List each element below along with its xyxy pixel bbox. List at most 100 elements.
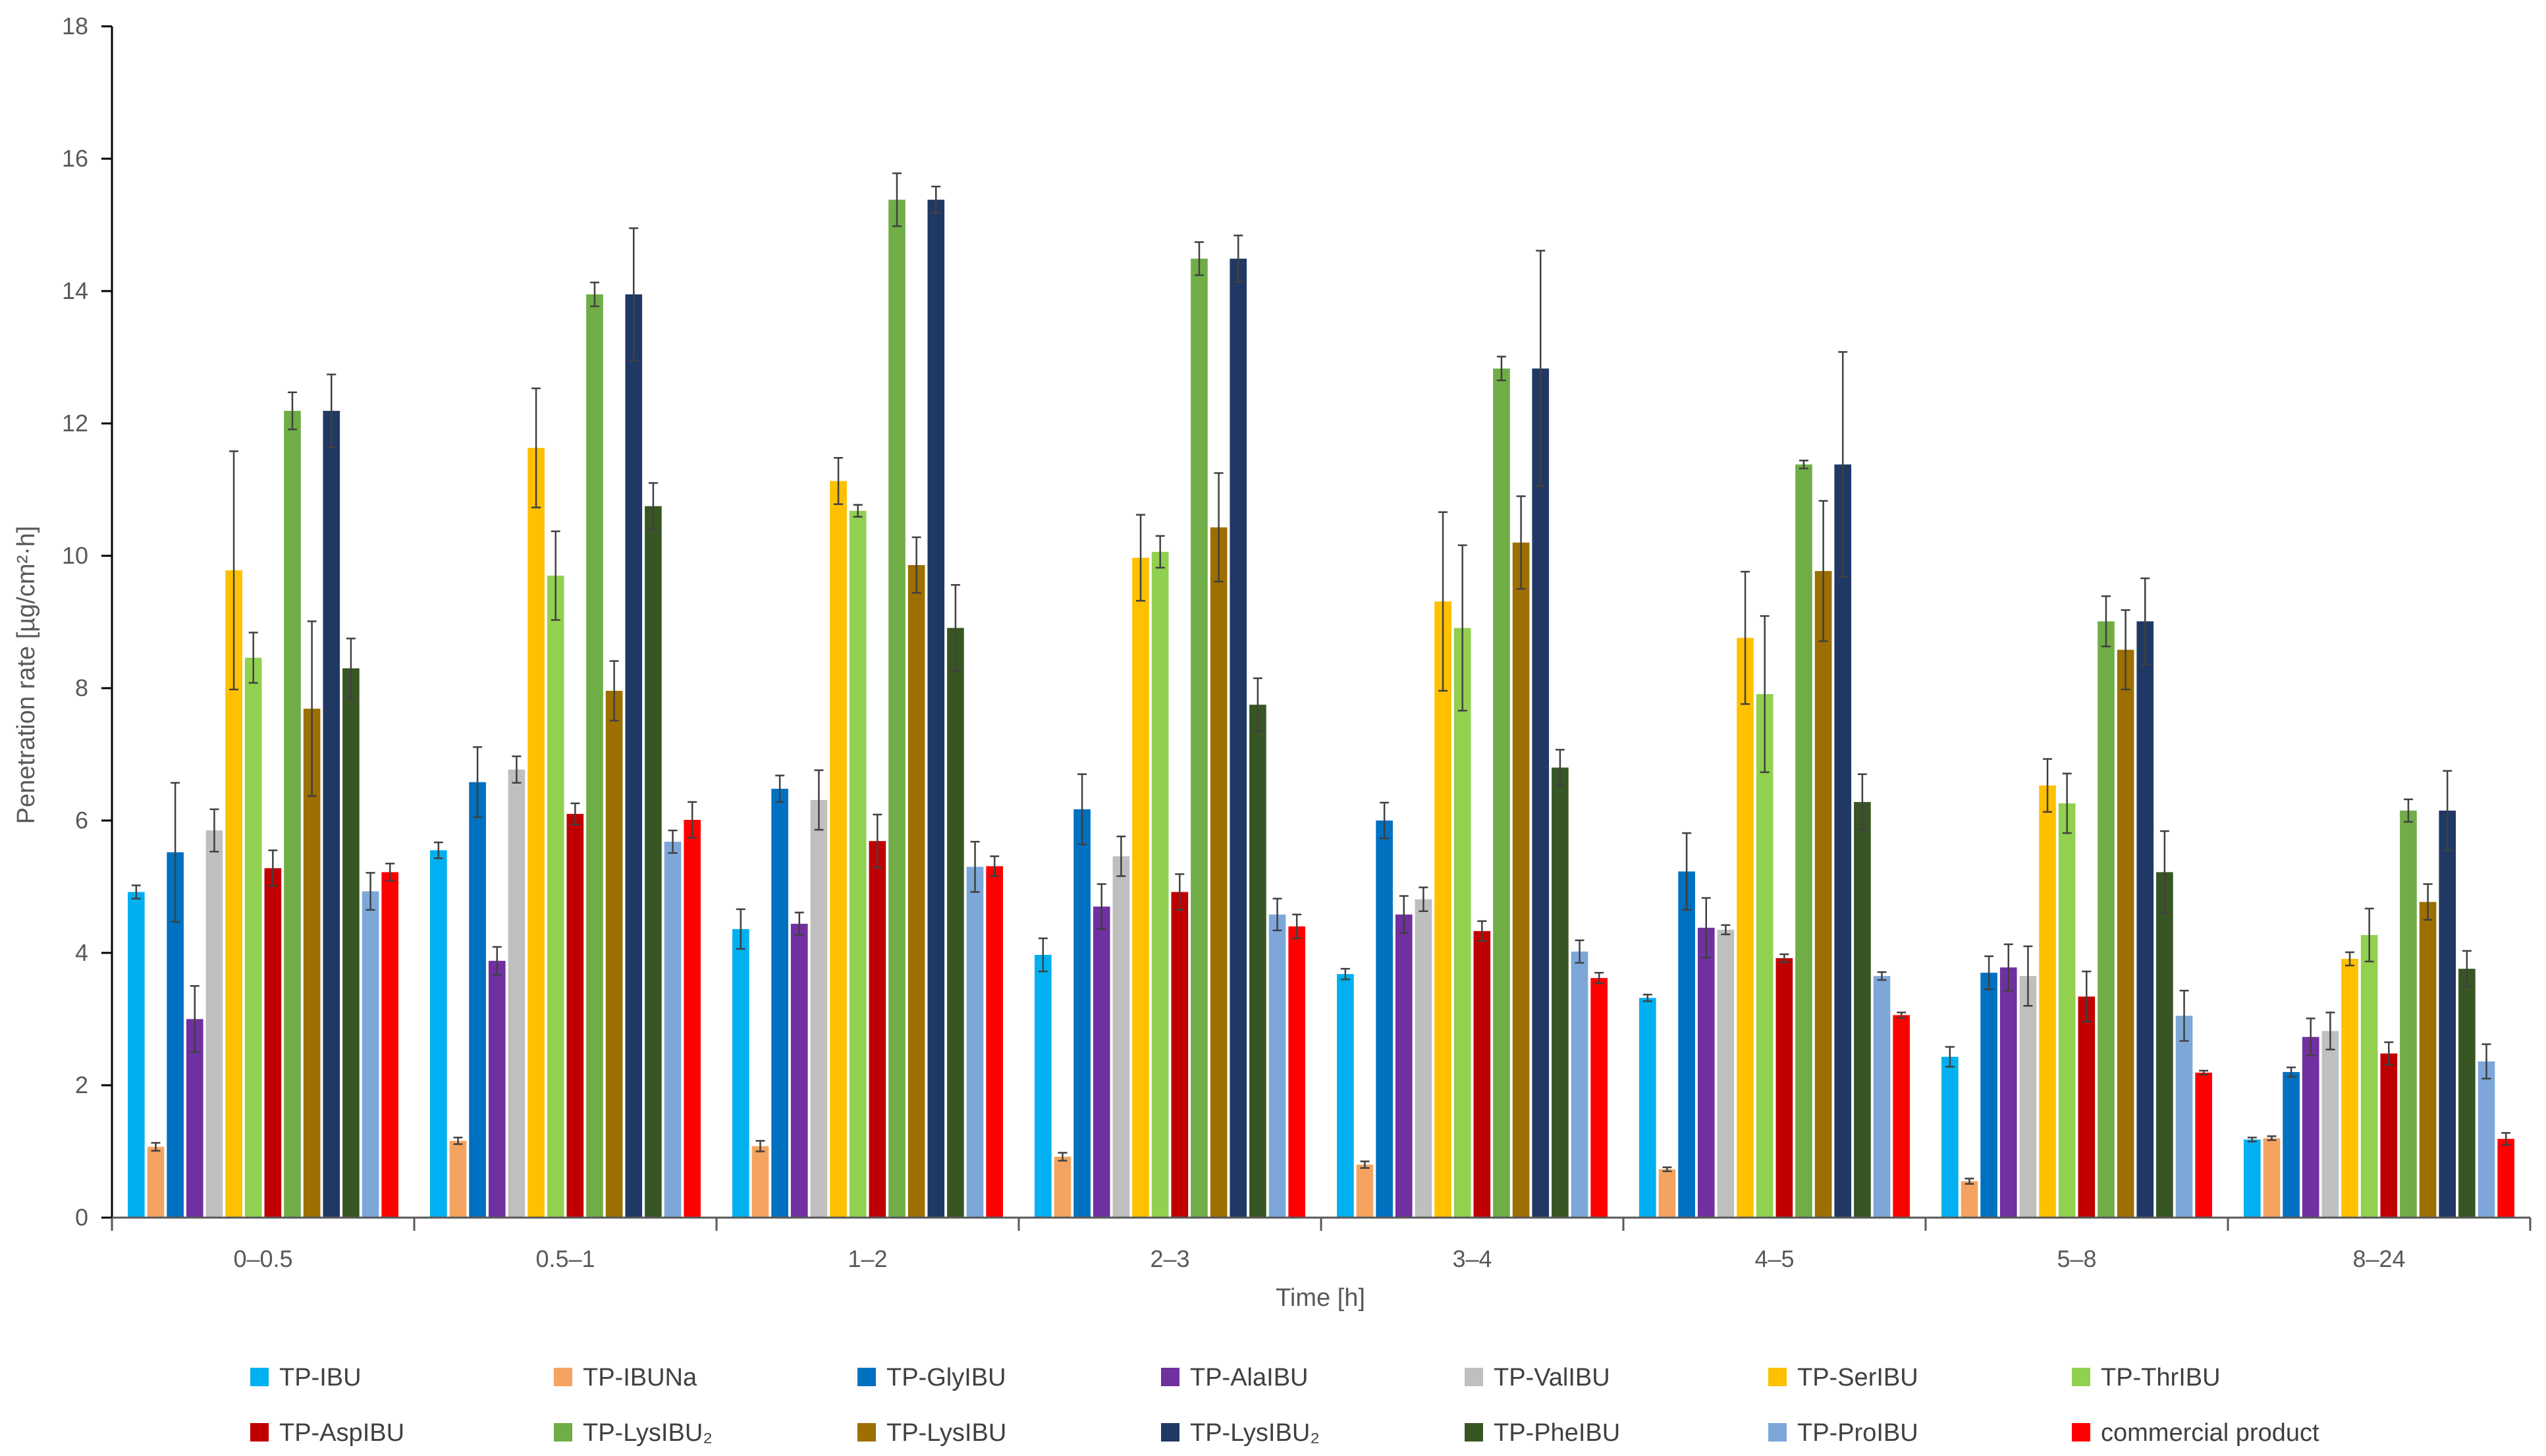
error-bar — [1516, 495, 1526, 590]
error-bar — [892, 172, 902, 227]
bar — [1814, 571, 1832, 1218]
legend-label: TP-LysIBU₂ — [583, 1419, 713, 1447]
bar — [1493, 368, 1510, 1218]
bar — [1775, 958, 1793, 1218]
error-bar — [2481, 1043, 2491, 1080]
bar — [1737, 637, 1754, 1218]
bar — [147, 1146, 165, 1218]
error-bar — [1077, 773, 1087, 846]
error-bar — [2023, 945, 2033, 1007]
error-bar — [151, 1142, 161, 1152]
error-bar — [1536, 250, 1546, 487]
error-bar — [1741, 570, 1750, 705]
bar — [2039, 785, 2056, 1218]
bar — [508, 769, 526, 1218]
bar — [1532, 368, 1550, 1218]
error-bar — [648, 482, 658, 531]
error-bar — [688, 801, 697, 839]
error-bar — [248, 632, 258, 684]
legend-item: TP-GlyIBU — [857, 1364, 1006, 1391]
bar — [449, 1141, 467, 1218]
error-bar — [1477, 920, 1487, 942]
bar — [1999, 967, 2017, 1218]
bar — [1171, 892, 1189, 1218]
error-bar — [229, 450, 239, 691]
legend-label: TP-ThrIBU — [2101, 1364, 2221, 1391]
error-bars-layer — [131, 172, 2511, 1185]
error-bar — [1438, 511, 1448, 692]
y-tick-label: 10 — [62, 542, 88, 569]
bar — [2263, 1138, 2281, 1218]
bar — [2117, 649, 2134, 1218]
error-bar — [1877, 971, 1887, 981]
error-bar — [1360, 1160, 1370, 1169]
y-axis-title: Penetration rate [µg/cm²·h] — [13, 526, 40, 824]
legend-item: TP-AlaIBU — [1161, 1364, 1308, 1391]
error-bar — [1721, 924, 1731, 936]
error-bar — [2082, 970, 2092, 1023]
x-tick-label: 2–3 — [1150, 1245, 1189, 1272]
bar — [1961, 1181, 1978, 1218]
error-bar — [473, 746, 483, 819]
error-bar — [1194, 241, 1204, 277]
legend-item: TP-IBU — [250, 1364, 362, 1391]
error-bar — [736, 908, 745, 950]
error-bar — [327, 373, 337, 448]
error-bar — [1136, 514, 1146, 602]
error-bar — [2101, 595, 2111, 647]
error-bar — [589, 281, 599, 308]
error-bar — [2247, 1137, 2257, 1143]
error-bar — [990, 855, 1000, 877]
x-tick-label: 1–2 — [848, 1245, 887, 1272]
bar — [645, 506, 662, 1218]
bar — [2419, 902, 2437, 1218]
bar — [907, 565, 925, 1218]
bar — [1035, 955, 1052, 1218]
error-bar — [1555, 749, 1565, 786]
legend-label: TP-PheIBU — [1494, 1419, 1620, 1447]
bar — [2098, 621, 2115, 1218]
error-bar — [1662, 1166, 1672, 1172]
bar — [605, 691, 623, 1218]
error-bar — [1897, 1011, 1907, 1019]
bar — [430, 850, 447, 1218]
bar — [1288, 926, 1305, 1218]
legend: TP-IBU TP-IBUNa TP-GlyIBU TP-AlaIBU TP-ValIB… — [250, 1364, 2319, 1447]
bar — [1376, 821, 1393, 1218]
legend-item: TP-ValIBU — [1465, 1364, 1610, 1391]
y-tick-label: 14 — [62, 277, 88, 304]
bar — [362, 891, 379, 1218]
error-bar — [1097, 883, 1106, 930]
error-bar — [853, 504, 863, 518]
legend-swatch — [2072, 1368, 2090, 1386]
bar — [323, 410, 340, 1218]
legend-label: TP-AspIBU — [279, 1419, 404, 1447]
legend-swatch — [857, 1368, 876, 1386]
bar — [771, 788, 788, 1218]
bar — [2302, 1037, 2319, 1218]
bar — [2019, 976, 2037, 1218]
bar — [1230, 258, 1247, 1218]
error-bar — [609, 660, 619, 722]
error-bar — [2501, 1132, 2511, 1146]
bar — [205, 830, 223, 1218]
legend-item: TP-LysIBU₂ — [554, 1419, 713, 1447]
legend-swatch — [554, 1368, 572, 1386]
bar — [2058, 803, 2076, 1218]
x-tick-label: 4–5 — [1754, 1245, 1794, 1272]
error-bar — [287, 391, 297, 431]
bar — [342, 668, 360, 1218]
bar — [1590, 978, 1608, 1218]
error-bar — [1457, 544, 1467, 712]
bar — [2136, 621, 2154, 1218]
bar — [1073, 809, 1091, 1218]
error-bar — [1701, 897, 1711, 959]
bar — [1571, 951, 1588, 1218]
error-bar — [1292, 913, 1302, 940]
legend-label: commercial product — [2101, 1419, 2319, 1447]
error-bar — [2325, 1011, 2335, 1050]
error-bar — [2403, 798, 2413, 823]
error-bar — [2267, 1135, 2277, 1141]
error-bar — [2121, 609, 2130, 691]
bar — [547, 576, 564, 1218]
